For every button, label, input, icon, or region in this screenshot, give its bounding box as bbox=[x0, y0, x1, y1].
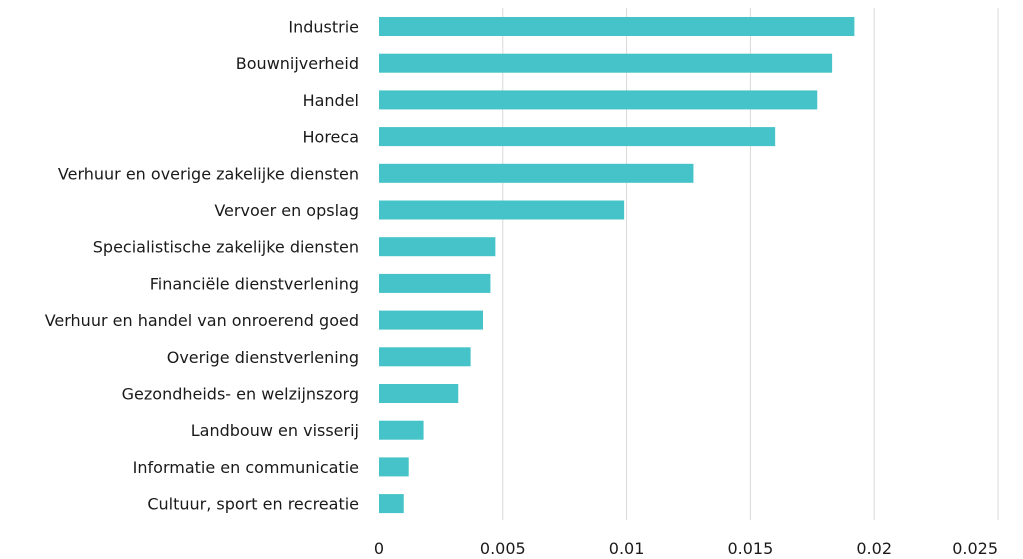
x-tick-label: 0 bbox=[374, 539, 384, 558]
category-label: Horeca bbox=[303, 128, 360, 147]
category-label: Industrie bbox=[288, 18, 359, 37]
bar bbox=[379, 494, 404, 514]
category-label: Overige dienstverlening bbox=[167, 348, 359, 367]
bar bbox=[379, 347, 471, 367]
category-label: Vervoer en opslag bbox=[214, 201, 359, 220]
category-label: Financiële dienstverlening bbox=[150, 274, 359, 293]
x-tick-label: 0.02 bbox=[856, 539, 892, 558]
bar bbox=[379, 53, 833, 73]
category-label: Verhuur en handel van onroerend goed bbox=[45, 311, 359, 330]
x-tick-label: 0.015 bbox=[727, 539, 773, 558]
bar bbox=[379, 127, 776, 147]
bar bbox=[379, 237, 496, 257]
category-labels: Industrie Bouwnijverheid Handel Horeca Verhu… bbox=[45, 18, 359, 514]
bar bbox=[379, 90, 818, 110]
x-tick-label: 0.01 bbox=[609, 539, 645, 558]
bar bbox=[379, 273, 491, 293]
category-label: Cultuur, sport en recreatie bbox=[147, 495, 359, 514]
category-label: Handel bbox=[303, 91, 359, 110]
x-tick-label: 0.005 bbox=[480, 539, 526, 558]
bar bbox=[379, 17, 855, 36]
gridlines bbox=[502, 8, 999, 520]
category-label: Bouwnijverheid bbox=[236, 54, 359, 73]
bar bbox=[379, 420, 424, 440]
bar bbox=[379, 163, 694, 183]
bar bbox=[379, 457, 409, 477]
category-label: Gezondheids- en welzijnszorg bbox=[122, 385, 359, 404]
x-axis-tick-labels: 0 0.005 0.01 0.015 0.02 0.025 bbox=[374, 539, 998, 558]
bar bbox=[379, 384, 459, 403]
bar bbox=[379, 200, 625, 220]
category-label: Specialistische zakelijke diensten bbox=[93, 238, 359, 257]
category-label: Landbouw en visserij bbox=[191, 421, 359, 440]
bars bbox=[379, 17, 855, 514]
x-tick-label: 0.025 bbox=[952, 539, 998, 558]
category-label: Verhuur en overige zakelijke diensten bbox=[58, 164, 359, 183]
bar bbox=[379, 310, 483, 330]
category-label: Informatie en communicatie bbox=[133, 458, 359, 477]
